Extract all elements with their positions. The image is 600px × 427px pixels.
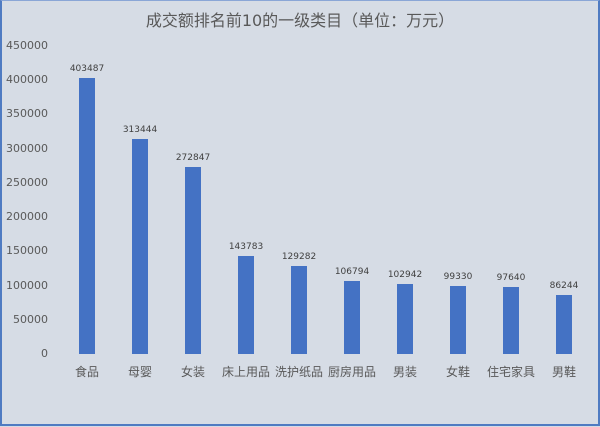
x-category-label: 床上用品	[221, 365, 270, 379]
y-tick-label: 150000	[6, 244, 48, 258]
bar	[238, 255, 254, 354]
data-label: 313444	[122, 125, 158, 136]
data-label: 86244	[549, 280, 579, 291]
bar	[79, 77, 95, 354]
bar	[185, 167, 201, 354]
data-label: 143783	[228, 241, 264, 252]
y-tick-label: 350000	[6, 107, 48, 121]
y-tick-label: 250000	[6, 175, 48, 189]
data-label: 272847	[175, 153, 211, 164]
data-label: 106794	[334, 266, 370, 277]
bar	[397, 283, 413, 354]
data-label: 99330	[443, 272, 473, 282]
y-tick-label: 100000	[6, 278, 48, 292]
y-tick-label: 400000	[6, 73, 48, 87]
x-category-label: 男装	[392, 365, 417, 379]
y-tick-label: 200000	[6, 210, 48, 224]
x-category-label: 厨房用品	[327, 365, 376, 379]
x-category-label: 女装	[180, 365, 205, 379]
bar	[450, 286, 466, 354]
data-label: 129282	[281, 251, 317, 262]
x-category-label: 女鞋	[445, 365, 470, 379]
x-category-label: 洗护纸品	[274, 365, 323, 379]
x-category-label: 食品	[74, 365, 99, 379]
y-tick-label: 0	[41, 347, 48, 360]
y-tick-label: 300000	[6, 141, 48, 155]
data-label: 403487	[69, 63, 105, 74]
bar	[344, 280, 360, 354]
y-tick-label: 50000	[13, 312, 48, 326]
x-category-label: 男鞋	[551, 365, 576, 379]
data-label: 102942	[387, 269, 423, 280]
x-category-label: 母婴	[127, 365, 152, 379]
y-tick-label: 450000	[6, 39, 48, 52]
chart-title: 成交额排名前10的一级类目（单位：万元）	[145, 11, 455, 30]
data-label: 97640	[496, 273, 526, 284]
bar	[132, 139, 148, 354]
bar	[556, 294, 572, 354]
x-category-label: 住宅家具	[486, 365, 535, 379]
bar	[503, 287, 519, 354]
bar	[291, 265, 307, 354]
